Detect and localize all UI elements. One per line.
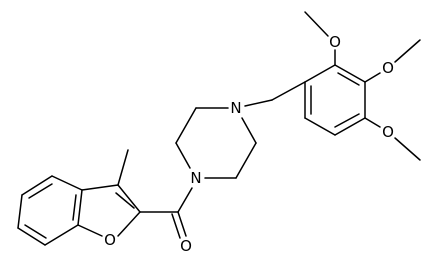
atom-label: N [190, 169, 201, 187]
atom-label: O [104, 231, 116, 249]
atom-label: O [382, 123, 394, 141]
bonds [17, 11, 421, 246]
atom-labels: O O O N N O O [104, 33, 394, 255]
atom-label: O [180, 237, 192, 255]
atom-label: N [230, 99, 241, 117]
atom-label: O [382, 59, 394, 77]
atom-label: O [329, 33, 341, 51]
